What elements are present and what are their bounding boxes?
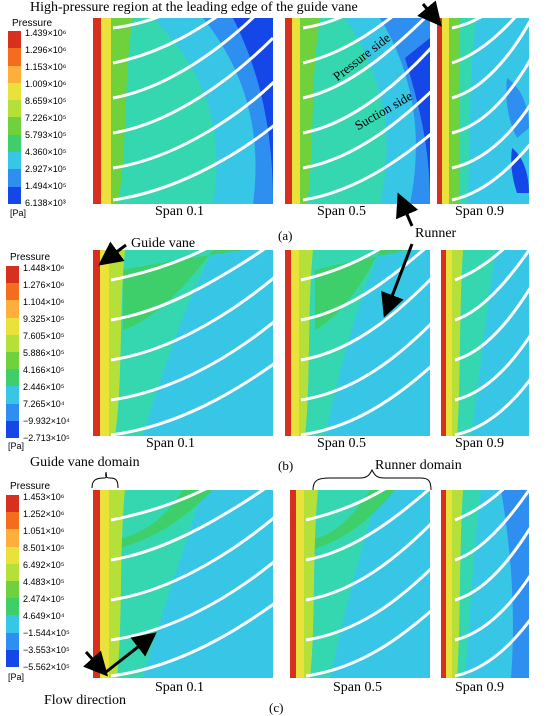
contour-b-span-0.1 bbox=[93, 250, 273, 436]
span-label-c-0.9: Span 0.9 bbox=[455, 680, 504, 695]
legend-tick: 2.474×10⁵ bbox=[23, 594, 65, 604]
legend-tick: 7.265×10⁴ bbox=[23, 399, 65, 409]
contour-c-span-0.9 bbox=[441, 490, 529, 678]
legend-tick: 9.325×10⁵ bbox=[23, 314, 65, 324]
legend-tick: 1.104×10⁶ bbox=[23, 297, 65, 307]
legend-tick: 1.453×10⁶ bbox=[23, 492, 65, 502]
legend-tick: 1.252×10⁶ bbox=[23, 509, 65, 519]
flow-direction-label: Flow direction bbox=[44, 693, 127, 708]
colorbar-b bbox=[6, 266, 19, 438]
legend-tick: 5.793×10⁵ bbox=[25, 130, 67, 140]
legend-title-c: Pressure bbox=[10, 481, 51, 492]
legend-tick: 2.446×10⁵ bbox=[23, 382, 65, 392]
legend-tick: 4.360×10⁵ bbox=[25, 147, 67, 157]
legend-unit-b: [Pa] bbox=[8, 441, 25, 451]
span-label-c-0.5: Span 0.5 bbox=[333, 680, 382, 695]
contour-a-span-0.9 bbox=[437, 18, 529, 204]
legend-tick: 1.439×10⁶ bbox=[25, 28, 67, 38]
legend-unit-a: [Pa] bbox=[10, 208, 27, 218]
legend-tick: 1.153×10⁶ bbox=[25, 62, 67, 72]
legend-tick: −5.562×10⁵ bbox=[23, 662, 70, 672]
legend-title-b: Pressure bbox=[10, 252, 51, 263]
legend-tick: 1.494×10⁵ bbox=[25, 181, 67, 191]
contour-c-span-0.1 bbox=[93, 490, 273, 678]
legend-tick: 4.649×10⁴ bbox=[23, 611, 65, 621]
legend-tick: 1.296×10⁶ bbox=[25, 45, 67, 55]
legend-tick: 6.138×10³ bbox=[25, 198, 66, 208]
legend-tick: −2.713×10⁵ bbox=[23, 433, 70, 443]
colorbar-c bbox=[6, 495, 19, 667]
legend-tick: 1.009×10⁶ bbox=[25, 79, 67, 89]
span-label-a-0.9: Span 0.9 bbox=[455, 204, 504, 219]
span-label-c-0.1: Span 0.1 bbox=[155, 680, 204, 695]
contour-b-span-0.5 bbox=[285, 250, 430, 436]
legend-tick: 8.659×10⁵ bbox=[25, 96, 67, 106]
guide-vane-domain-brace bbox=[91, 471, 119, 489]
span-label-b-0.1: Span 0.1 bbox=[146, 436, 195, 451]
legend-tick: 1.276×10⁶ bbox=[23, 280, 65, 290]
legend-tick: 7.226×10⁵ bbox=[25, 113, 67, 123]
legend-tick: −1.544×10⁵ bbox=[23, 628, 70, 638]
contour-b-span-0.9 bbox=[441, 250, 529, 436]
panel-tag-c: (c) bbox=[269, 700, 284, 715]
legend-tick: 1.448×10⁶ bbox=[23, 263, 65, 273]
legend-title-a: Pressure bbox=[12, 18, 53, 29]
span-label-a-0.1: Span 0.1 bbox=[155, 204, 204, 219]
legend-tick: 1.051×10⁶ bbox=[23, 526, 65, 536]
panel-tag-a: (a) bbox=[278, 228, 293, 243]
span-label-a-0.5: Span 0.5 bbox=[317, 204, 366, 219]
panel-tag-b: (b) bbox=[278, 458, 294, 473]
colorbar-a bbox=[8, 31, 21, 204]
legend-tick: 4.166×10⁵ bbox=[23, 365, 65, 375]
legend-tick: −3.553×10⁵ bbox=[23, 645, 70, 655]
legend-tick: 5.886×10⁵ bbox=[23, 348, 65, 358]
runner-domain-label: Runner domain bbox=[375, 458, 462, 473]
legend-unit-c: [Pa] bbox=[8, 672, 25, 682]
contour-a-span-0.1 bbox=[93, 18, 273, 204]
span-label-b-0.9: Span 0.9 bbox=[455, 436, 504, 451]
legend-tick: 7.605×10⁵ bbox=[23, 331, 65, 341]
span-label-b-0.5: Span 0.5 bbox=[317, 436, 366, 451]
legend-tick: 8.501×10⁵ bbox=[23, 543, 65, 553]
legend-tick: 2.927×10⁵ bbox=[25, 164, 67, 174]
runner-label: Runner bbox=[415, 226, 457, 241]
contour-a-span-0.5 bbox=[285, 18, 430, 204]
leading-edge-annotation: High-pressure region at the leading edge… bbox=[30, 0, 358, 15]
legend-tick: −9.932×10⁴ bbox=[23, 416, 70, 426]
guide-vane-domain-label: Guide vane domain bbox=[30, 455, 140, 470]
contour-c-span-0.5 bbox=[290, 490, 430, 678]
guide-vane-label: Guide vane bbox=[131, 236, 196, 251]
legend-tick: 4.483×10⁵ bbox=[23, 577, 65, 587]
legend-tick: 6.492×10⁵ bbox=[23, 560, 65, 570]
